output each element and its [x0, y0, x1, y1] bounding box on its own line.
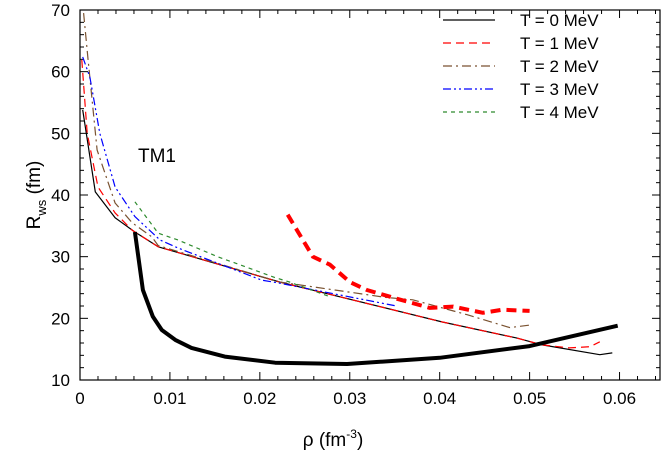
- x-tick-label: 0.04: [423, 389, 456, 408]
- series-line-t-3-mev: [82, 56, 397, 307]
- legend-label: T = 4 MeV: [520, 103, 599, 122]
- x-label-base: ρ (fm: [303, 430, 347, 451]
- x-tick-label: 0.05: [513, 389, 546, 408]
- series-line-thick-5: [132, 231, 619, 366]
- y-tick-label: 50: [51, 124, 70, 143]
- series-line-t-2-mev: [83, 13, 530, 329]
- x-tick-label: 0.06: [603, 389, 636, 408]
- x-axis-label: ρ (fm-3): [303, 427, 364, 451]
- x-tick-label: 0.03: [333, 389, 366, 408]
- y-tick-label: 40: [51, 186, 70, 205]
- annotation-model: TM1: [138, 146, 176, 167]
- x-tick-label: 0: [75, 389, 84, 408]
- series-line-thick-6: [285, 213, 530, 315]
- axis-ticks: 0 0.01 0.02 0.03 0.04 0.05 0.06 10 20 30 40 50 60 70: [51, 1, 660, 408]
- y-tick-label: 20: [51, 309, 70, 328]
- y-tick-label: 30: [51, 248, 70, 267]
- y-tick-label: 10: [51, 371, 70, 390]
- x-label-tail: ): [357, 430, 363, 451]
- series-group: [81, 13, 619, 366]
- x-tick-label: 0.01: [153, 389, 186, 408]
- series-line-t-4-mev: [134, 201, 331, 298]
- legend-label: T = 2 MeV: [520, 57, 599, 76]
- legend-label: T = 0 MeV: [520, 11, 599, 30]
- y-tick-label: 60: [51, 63, 70, 82]
- y-label-sub: ws: [34, 199, 49, 216]
- y-tick-label: 70: [51, 1, 70, 20]
- y-label-tail: (fm): [24, 161, 45, 200]
- legend-label: T = 3 MeV: [520, 80, 599, 99]
- x-label-sup: -3: [346, 427, 357, 441]
- y-label-base: R: [24, 216, 45, 230]
- legend: T = 0 MeV T = 1 MeV T = 2 MeV T = 3 MeV T = …: [443, 11, 599, 122]
- y-axis-label: Rws (fm): [24, 161, 49, 230]
- x-tick-label: 0.02: [243, 389, 276, 408]
- legend-label: T = 1 MeV: [520, 34, 599, 53]
